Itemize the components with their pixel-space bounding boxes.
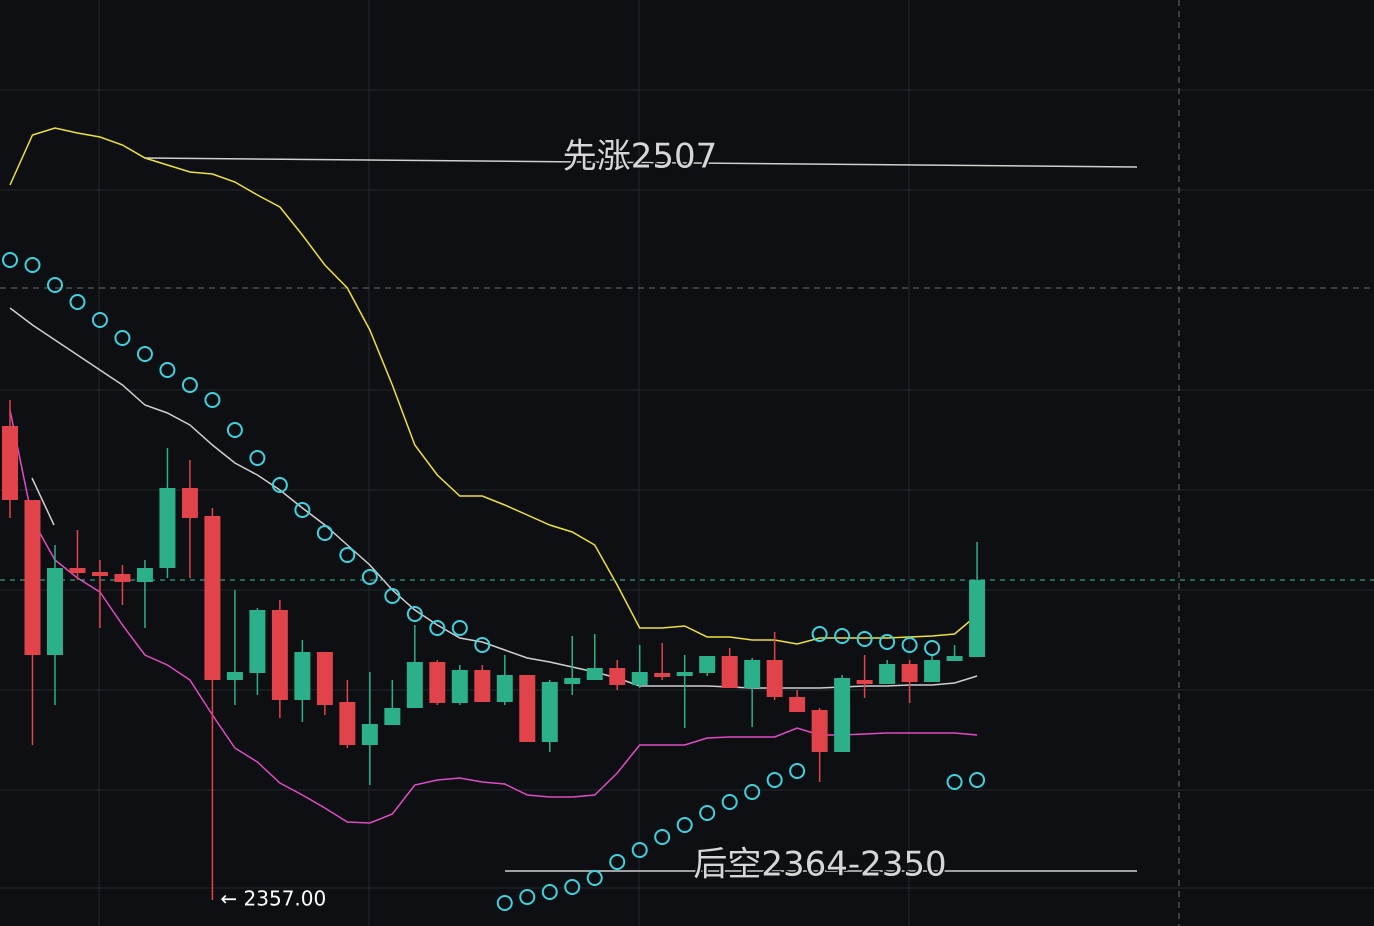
candle-body (91, 572, 108, 576)
candle-body (429, 662, 446, 703)
sar-dot (969, 772, 986, 788)
candle-body (631, 672, 648, 685)
sar-dot (204, 392, 221, 408)
sar-dot (226, 422, 243, 438)
candle-body (316, 652, 333, 705)
candle-body (384, 708, 401, 725)
candle-body (744, 660, 761, 688)
sar-dot (856, 631, 873, 647)
candle-body (339, 702, 356, 745)
sar-dot (406, 606, 423, 622)
sar-dot (24, 257, 41, 273)
sar-dot (159, 362, 176, 378)
sar-dot (721, 794, 738, 810)
plot: ← 2357.00 (0, 127, 1374, 911)
candle-body (2, 426, 18, 500)
candle-body (451, 670, 468, 703)
candle-body (496, 675, 513, 702)
candle-body (609, 668, 626, 685)
sar-dot (541, 884, 558, 900)
sar-dot (834, 628, 851, 644)
sar-dot (699, 805, 716, 821)
candle-body (834, 678, 851, 752)
sar-dot (136, 346, 153, 362)
candle-body (946, 656, 963, 661)
candle-body (136, 568, 153, 582)
annotation-line (144, 157, 1138, 168)
candle-body (271, 610, 288, 700)
candle-body (204, 516, 221, 680)
candle-body (114, 574, 131, 582)
sar-dot (496, 895, 513, 911)
candle-body (654, 673, 671, 677)
candle-body (24, 500, 41, 655)
candle-body (361, 724, 378, 745)
sar-dot (901, 637, 918, 653)
candle-body (924, 660, 941, 682)
candle-body (699, 656, 716, 673)
sar-dot (676, 817, 693, 833)
candle-body (676, 672, 693, 676)
sar-dot (654, 829, 671, 845)
sar-dot (69, 294, 86, 310)
candle-body (474, 670, 491, 702)
sar-dot (451, 620, 468, 636)
sar-dot (339, 547, 356, 563)
sar-dot (811, 626, 828, 642)
candle-body (226, 672, 243, 680)
sar-dot (181, 377, 198, 393)
candle-body (519, 675, 536, 742)
sar-dot (879, 634, 896, 650)
sar-dot (384, 588, 401, 604)
sar-dot (249, 450, 266, 466)
sar-dot (2, 252, 18, 268)
candle-body (294, 652, 311, 700)
sar-dot (114, 330, 131, 346)
sar-dot (631, 842, 648, 858)
sar-dot (766, 772, 783, 788)
candle-body (159, 488, 176, 568)
sar-dot (316, 525, 333, 541)
sar-dot (744, 784, 761, 800)
annotation: 后空2364-2350 (693, 845, 946, 885)
sar-dot (946, 774, 963, 790)
candle-body (69, 568, 86, 573)
candle-body (181, 488, 198, 518)
sar-dot (361, 569, 378, 585)
sar-dot (46, 277, 63, 293)
candle-body (46, 568, 63, 655)
sar-dot (609, 854, 626, 870)
sar-dot (564, 879, 581, 895)
candle-body (249, 610, 266, 673)
sar-dot (586, 870, 603, 886)
candle-body (766, 660, 783, 697)
sar-dot (519, 889, 536, 905)
annotation: 先涨2507 (563, 137, 718, 177)
candle-body (879, 664, 896, 684)
candle-body (541, 682, 558, 742)
band-line (9, 307, 978, 689)
candle-body (564, 678, 581, 684)
candle-body (406, 662, 423, 708)
candle-body (811, 710, 828, 752)
candle-body (721, 656, 738, 688)
candle-body (789, 697, 806, 712)
trend-stroke (31, 477, 55, 526)
sar-dot (271, 477, 288, 493)
sar-dot (429, 620, 446, 636)
low-label: ← 2357.00 (220, 887, 326, 911)
candle-body (969, 580, 986, 657)
sar-dot (924, 640, 941, 656)
sar-dot (294, 502, 311, 518)
candle-body (856, 680, 873, 684)
sar-dot (789, 763, 806, 779)
sar-dot (91, 312, 108, 328)
candle-body (901, 664, 918, 682)
candle-body (586, 668, 603, 680)
sar-dot (474, 637, 491, 653)
